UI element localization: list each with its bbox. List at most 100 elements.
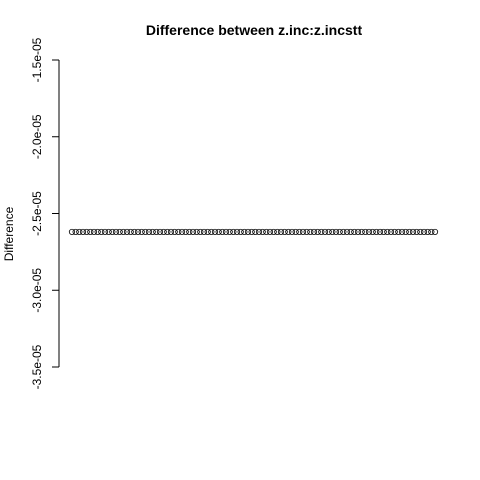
data-point [90, 228, 98, 236]
data-point [248, 228, 255, 236]
data-point [391, 228, 398, 236]
data-point [120, 228, 127, 236]
data-point [332, 228, 340, 236]
data-point [296, 228, 303, 236]
data-point [175, 228, 182, 236]
data-point [409, 228, 417, 236]
data-point [266, 228, 274, 236]
data-point [362, 228, 369, 236]
data-point [171, 228, 178, 236]
data-point [321, 228, 329, 236]
data-point [230, 228, 237, 236]
data-point [79, 228, 87, 236]
data-point [336, 228, 343, 236]
data-point [237, 228, 244, 236]
data-point [303, 228, 310, 236]
data-point [274, 228, 281, 236]
data-point [127, 228, 134, 236]
data-point [402, 228, 409, 236]
data-point [281, 228, 288, 236]
y-axis: -3.5e-05 -3.0e-05 -2.5e-05 -2.0e-05 -1.5e-05 [30, 37, 60, 389]
data-point [72, 228, 79, 236]
data-point [138, 228, 145, 236]
data-point [347, 228, 354, 236]
data-point [156, 228, 164, 236]
data-point [233, 228, 241, 236]
data-point [417, 228, 424, 236]
data-point [131, 228, 138, 236]
data-point [255, 228, 263, 236]
chart-title: Difference between z.inc:z.incstt [146, 22, 363, 38]
data-point [200, 228, 208, 236]
data-point [277, 228, 285, 236]
data-point [244, 228, 252, 236]
data-point [186, 228, 193, 236]
data-point [167, 228, 175, 236]
data-point [68, 228, 76, 236]
data-point [314, 228, 321, 236]
data-point [204, 228, 211, 236]
data-point [98, 228, 105, 236]
data-point [208, 228, 215, 236]
data-point [398, 228, 406, 236]
data-point [358, 228, 365, 236]
data-point [369, 228, 376, 236]
data-point [76, 228, 83, 236]
data-point [292, 228, 299, 236]
data-point [222, 228, 230, 236]
data-point [109, 228, 116, 236]
data-point [112, 228, 120, 236]
data-point [380, 228, 387, 236]
data-point [219, 228, 226, 236]
data-point [87, 228, 94, 236]
data-point [160, 228, 167, 236]
data-points [68, 228, 439, 236]
data-point [343, 228, 351, 236]
data-point [299, 228, 307, 236]
data-point [428, 228, 435, 236]
data-point [270, 228, 277, 236]
data-point [226, 228, 233, 236]
data-point [406, 228, 413, 236]
data-point [105, 228, 112, 236]
data-point [307, 228, 314, 236]
data-point [193, 228, 200, 236]
data-point [310, 228, 318, 236]
data-point [395, 228, 402, 236]
data-point [413, 228, 420, 236]
data-point [351, 228, 358, 236]
y-tick-label: -2.0e-05 [30, 114, 44, 159]
data-point [241, 228, 248, 236]
data-point [354, 228, 362, 236]
data-point [153, 228, 160, 236]
data-point [149, 228, 156, 236]
data-point [83, 228, 90, 236]
data-point [142, 228, 149, 236]
data-point [285, 228, 292, 236]
data-point [145, 228, 153, 236]
data-point [329, 228, 336, 236]
data-point [387, 228, 395, 236]
y-axis-label: Difference [2, 206, 16, 261]
data-point [384, 228, 391, 236]
data-point [182, 228, 189, 236]
y-tick-label: -3.0e-05 [30, 268, 44, 313]
y-tick-label: -3.5e-05 [30, 344, 44, 389]
data-point [123, 228, 131, 236]
y-tick-label: -1.5e-05 [30, 37, 44, 82]
data-point [252, 228, 259, 236]
data-point [340, 228, 347, 236]
data-point [189, 228, 197, 236]
data-point [164, 228, 171, 236]
data-point [365, 228, 373, 236]
data-point [259, 228, 266, 236]
data-point [197, 228, 204, 236]
data-point [288, 228, 296, 236]
data-point [116, 228, 123, 236]
data-point [211, 228, 219, 236]
data-point [424, 228, 431, 236]
data-point [215, 228, 222, 236]
data-point [420, 228, 428, 236]
data-point [263, 228, 270, 236]
data-point [94, 228, 101, 236]
